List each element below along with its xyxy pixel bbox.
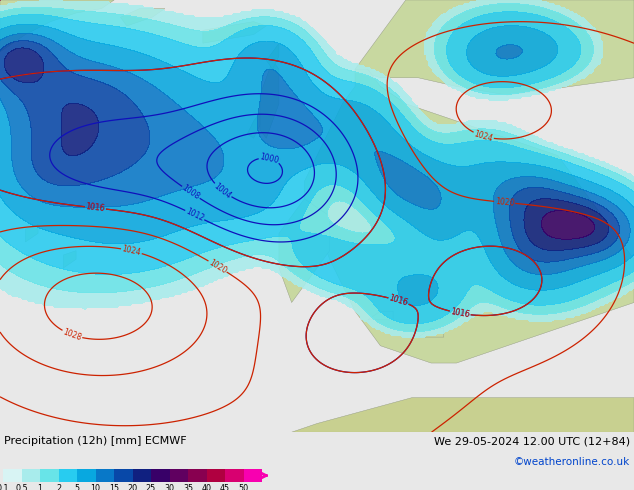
Bar	[225, 469, 243, 482]
Bar	[3, 469, 22, 482]
Text: 50: 50	[238, 484, 249, 490]
Bar	[114, 469, 133, 482]
Polygon shape	[355, 86, 406, 130]
Text: 1020: 1020	[495, 197, 515, 208]
Text: 1024: 1024	[473, 129, 494, 143]
Text: 2: 2	[56, 484, 61, 490]
Text: 0.5: 0.5	[15, 484, 28, 490]
Polygon shape	[0, 0, 114, 52]
Text: We 29-05-2024 12.00 UTC (12+84): We 29-05-2024 12.00 UTC (12+84)	[434, 436, 630, 446]
Text: 1016: 1016	[86, 202, 105, 214]
Text: 20: 20	[127, 484, 138, 490]
Polygon shape	[120, 9, 165, 26]
Text: 1024: 1024	[121, 245, 142, 257]
Text: 1028: 1028	[61, 327, 82, 342]
Bar	[151, 469, 169, 482]
Polygon shape	[279, 199, 330, 302]
Bar	[58, 469, 77, 482]
Bar	[40, 469, 58, 482]
Bar	[243, 469, 262, 482]
Text: 1016: 1016	[450, 307, 470, 319]
Text: 0.1: 0.1	[0, 484, 10, 490]
Text: 30: 30	[164, 484, 174, 490]
Text: 1008: 1008	[180, 183, 202, 201]
Polygon shape	[247, 112, 260, 138]
Polygon shape	[304, 69, 634, 363]
Polygon shape	[25, 225, 38, 242]
Text: 1: 1	[37, 484, 42, 490]
Text: 15: 15	[109, 484, 119, 490]
Polygon shape	[368, 311, 393, 320]
Bar	[207, 469, 225, 482]
Text: 40: 40	[202, 484, 212, 490]
Polygon shape	[260, 60, 279, 138]
Text: 5: 5	[74, 484, 79, 490]
Polygon shape	[355, 0, 634, 95]
Bar	[96, 469, 114, 482]
Bar	[188, 469, 207, 482]
Text: 1016: 1016	[388, 294, 409, 308]
Polygon shape	[266, 43, 279, 69]
Bar	[22, 469, 40, 482]
Text: 25: 25	[146, 484, 156, 490]
Text: 1016: 1016	[86, 202, 105, 214]
Text: 1012: 1012	[184, 207, 205, 223]
Text: 35: 35	[183, 484, 193, 490]
Bar	[77, 469, 96, 482]
Polygon shape	[63, 251, 76, 268]
Polygon shape	[203, 22, 266, 43]
Text: 1020: 1020	[207, 258, 228, 275]
Text: Precipitation (12h) [mm] ECMWF: Precipitation (12h) [mm] ECMWF	[4, 436, 186, 446]
Text: ©weatheronline.co.uk: ©weatheronline.co.uk	[514, 457, 630, 467]
Bar	[169, 469, 188, 482]
Text: 1016: 1016	[388, 294, 409, 308]
Polygon shape	[292, 397, 634, 432]
Text: 45: 45	[220, 484, 230, 490]
Bar	[133, 469, 151, 482]
Text: 1016: 1016	[450, 307, 470, 319]
Text: 1000: 1000	[259, 152, 280, 165]
Text: 10: 10	[91, 484, 101, 490]
Polygon shape	[418, 328, 444, 337]
Text: 1004: 1004	[212, 181, 233, 200]
